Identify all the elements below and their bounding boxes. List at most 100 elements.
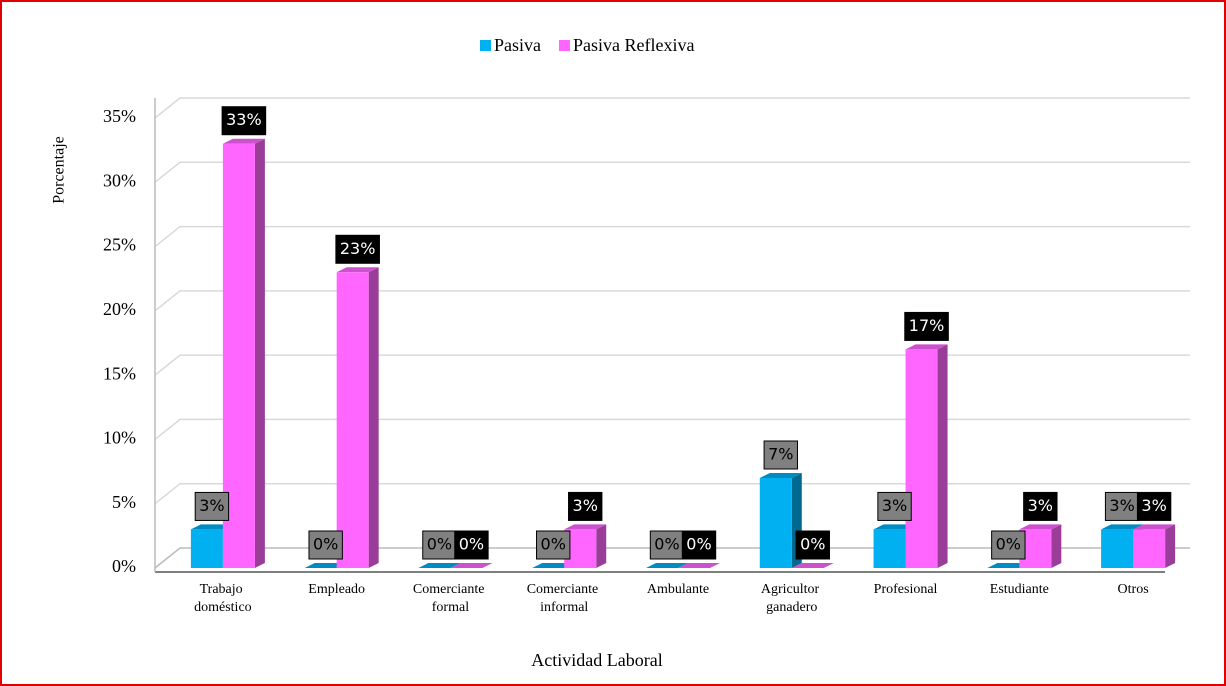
bar-top bbox=[1133, 524, 1176, 530]
legend-label: Pasiva bbox=[494, 35, 541, 55]
legend-swatch bbox=[559, 40, 570, 51]
y-axis-title: Porcentaje bbox=[51, 136, 68, 204]
data-label-box bbox=[904, 311, 949, 341]
x-tick-label: Ambulante bbox=[647, 582, 709, 597]
data-label-box bbox=[221, 106, 267, 136]
data-label-text: 3% bbox=[1141, 496, 1166, 515]
legend: Pasiva Pasiva Reflexiva bbox=[480, 35, 694, 55]
data-label: 0% bbox=[795, 530, 830, 560]
bar-top bbox=[905, 344, 948, 350]
data-label-text: 7% bbox=[768, 445, 793, 464]
data-label-box bbox=[308, 530, 343, 560]
x-tick-line: informal bbox=[540, 600, 588, 615]
data-label: 23% bbox=[335, 234, 380, 264]
data-label: 0% bbox=[991, 530, 1026, 560]
bar-top bbox=[336, 267, 379, 273]
bar-side bbox=[1165, 524, 1176, 568]
data-label: 3% bbox=[877, 491, 912, 521]
y-tick-label: 25% bbox=[103, 235, 136, 255]
x-tick-label: Estudiante bbox=[990, 582, 1049, 597]
bar bbox=[1133, 529, 1166, 568]
y-tick-label: 5% bbox=[112, 492, 136, 512]
data-label-text: 3% bbox=[1028, 496, 1053, 515]
data-label: 0% bbox=[422, 530, 457, 560]
bar bbox=[905, 349, 938, 568]
y-tick-label: 10% bbox=[103, 428, 136, 448]
data-label: 3% bbox=[1104, 491, 1140, 521]
bar-top bbox=[1101, 524, 1144, 530]
data-label-text: 23% bbox=[340, 239, 376, 258]
data-label-box bbox=[681, 530, 717, 560]
data-label: 17% bbox=[904, 311, 949, 341]
data-label-text: 17% bbox=[909, 316, 945, 335]
bar-top bbox=[190, 524, 233, 530]
data-label-text: 0% bbox=[313, 535, 338, 554]
x-tick-label: Trabajo doméstico bbox=[194, 582, 252, 615]
bar-top bbox=[532, 563, 575, 568]
bar-side bbox=[937, 344, 948, 568]
data-label-box bbox=[1136, 491, 1172, 521]
bar-top bbox=[646, 563, 688, 568]
bar-top bbox=[1019, 524, 1062, 530]
data-label-text: 33% bbox=[226, 110, 262, 129]
x-tick-line: ganadero bbox=[766, 600, 817, 615]
x-axis-title: Actividad Laboral bbox=[531, 650, 662, 670]
grid-line bbox=[154, 290, 1190, 312]
bar-side bbox=[254, 138, 265, 568]
data-label: 0% bbox=[536, 530, 571, 560]
y-tick-label: 35% bbox=[103, 106, 136, 126]
data-label: 3% bbox=[1136, 491, 1172, 521]
y-tick-label: 30% bbox=[103, 170, 136, 190]
data-label-text: 0% bbox=[996, 535, 1021, 554]
data-label-box bbox=[422, 530, 457, 560]
data-label-text: 0% bbox=[541, 535, 566, 554]
data-label-box bbox=[335, 234, 380, 264]
bar-top bbox=[759, 473, 802, 478]
data-label-box bbox=[536, 530, 571, 560]
grid-line bbox=[154, 482, 1190, 505]
x-tick-label: Comerciante informal bbox=[527, 582, 602, 615]
x-tick-label: Comerciante formal bbox=[413, 582, 488, 615]
y-tick-label: 15% bbox=[103, 363, 136, 383]
grid-line bbox=[154, 354, 1190, 376]
data-label-text: 3% bbox=[573, 496, 598, 515]
bar-side bbox=[1051, 524, 1062, 568]
bar-side bbox=[596, 524, 607, 568]
data-label-text: 3% bbox=[199, 496, 224, 515]
grid-line bbox=[154, 418, 1190, 441]
data-label-text: 3% bbox=[1109, 496, 1134, 515]
x-tick-line: Trabajo bbox=[200, 582, 247, 597]
bar-top bbox=[564, 524, 607, 530]
y-tick-label: 20% bbox=[103, 299, 136, 319]
bar bbox=[336, 272, 369, 568]
x-tick-line: Comerciante bbox=[413, 582, 488, 597]
data-label: 0% bbox=[649, 530, 685, 560]
data-label-box bbox=[194, 491, 230, 521]
bar-top bbox=[450, 563, 493, 568]
data-label-text: 0% bbox=[427, 535, 452, 554]
data-label-box bbox=[568, 491, 603, 521]
grid-line bbox=[154, 161, 1190, 183]
bar-top bbox=[873, 524, 916, 530]
legend-swatch bbox=[480, 40, 491, 51]
bar-top bbox=[987, 563, 1030, 568]
x-tick-line: formal bbox=[432, 600, 469, 615]
bar-side bbox=[368, 267, 379, 568]
data-label-box bbox=[991, 530, 1026, 560]
data-label: 0% bbox=[308, 530, 343, 560]
x-tick-label: Agricultor ganadero bbox=[761, 582, 823, 615]
data-label-box bbox=[1104, 491, 1140, 521]
grid-line bbox=[154, 225, 1190, 248]
data-label-text: 0% bbox=[800, 535, 825, 554]
bar bbox=[190, 529, 223, 568]
data-label-text: 0% bbox=[686, 535, 711, 554]
x-tick-line: Agricultor bbox=[761, 582, 823, 597]
bar bbox=[873, 529, 906, 568]
bar-top bbox=[418, 563, 461, 568]
data-label: 0% bbox=[681, 530, 717, 560]
x-tick-label: Otros bbox=[1118, 582, 1149, 597]
x-tick-label: Profesional bbox=[874, 582, 938, 597]
x-tick-line: Comerciante bbox=[527, 582, 602, 597]
